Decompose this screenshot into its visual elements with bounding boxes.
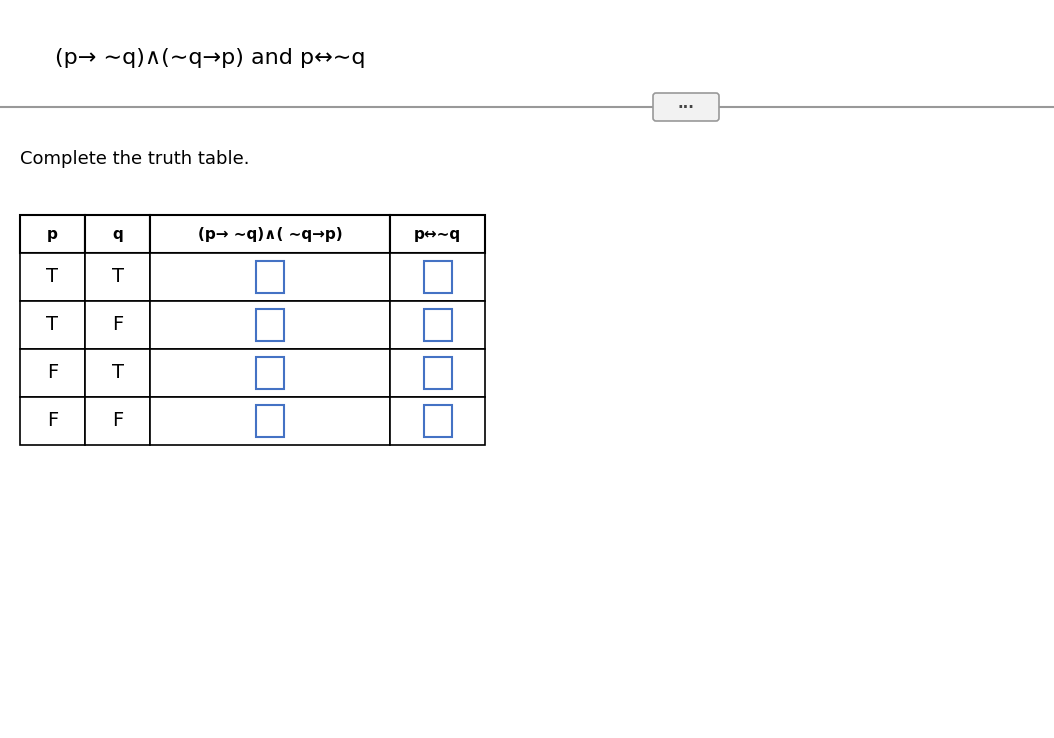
FancyBboxPatch shape bbox=[653, 93, 719, 121]
Bar bbox=[150, 349, 390, 397]
Bar bbox=[20, 301, 85, 349]
Text: Complete the truth table.: Complete the truth table. bbox=[20, 150, 250, 168]
Bar bbox=[150, 253, 390, 301]
Bar bbox=[20, 397, 85, 445]
Text: (p→ ∼q)∧( ∼q→p): (p→ ∼q)∧( ∼q→p) bbox=[198, 227, 343, 241]
Text: F: F bbox=[112, 316, 123, 334]
Bar bbox=[424, 405, 451, 437]
Bar bbox=[85, 349, 150, 397]
Bar bbox=[85, 301, 150, 349]
Text: p↔∼q: p↔∼q bbox=[414, 227, 461, 241]
Bar bbox=[256, 261, 284, 293]
Bar bbox=[85, 215, 150, 253]
Bar bbox=[20, 253, 85, 301]
Bar bbox=[150, 397, 390, 445]
Bar bbox=[256, 309, 284, 341]
Bar bbox=[85, 253, 150, 301]
Bar bbox=[20, 215, 85, 253]
Text: (p→ ∼q)∧(∼q→p) and p↔∼q: (p→ ∼q)∧(∼q→p) and p↔∼q bbox=[55, 48, 366, 68]
Text: T: T bbox=[46, 267, 59, 286]
Text: T: T bbox=[46, 316, 59, 334]
Text: F: F bbox=[46, 364, 58, 382]
Text: p: p bbox=[47, 227, 58, 241]
Bar bbox=[390, 301, 485, 349]
Bar bbox=[85, 397, 150, 445]
Bar bbox=[256, 405, 284, 437]
Text: F: F bbox=[112, 412, 123, 430]
Text: F: F bbox=[46, 412, 58, 430]
Bar bbox=[424, 357, 451, 389]
Bar bbox=[256, 357, 284, 389]
Bar bbox=[390, 253, 485, 301]
Bar bbox=[390, 397, 485, 445]
Bar bbox=[150, 301, 390, 349]
Bar bbox=[390, 215, 485, 253]
Text: T: T bbox=[112, 364, 123, 382]
Bar bbox=[150, 215, 390, 253]
Text: T: T bbox=[112, 267, 123, 286]
Bar bbox=[424, 309, 451, 341]
Text: ···: ··· bbox=[678, 100, 695, 114]
Bar bbox=[20, 349, 85, 397]
Text: q: q bbox=[112, 227, 123, 241]
Bar bbox=[390, 349, 485, 397]
Bar bbox=[424, 261, 451, 293]
